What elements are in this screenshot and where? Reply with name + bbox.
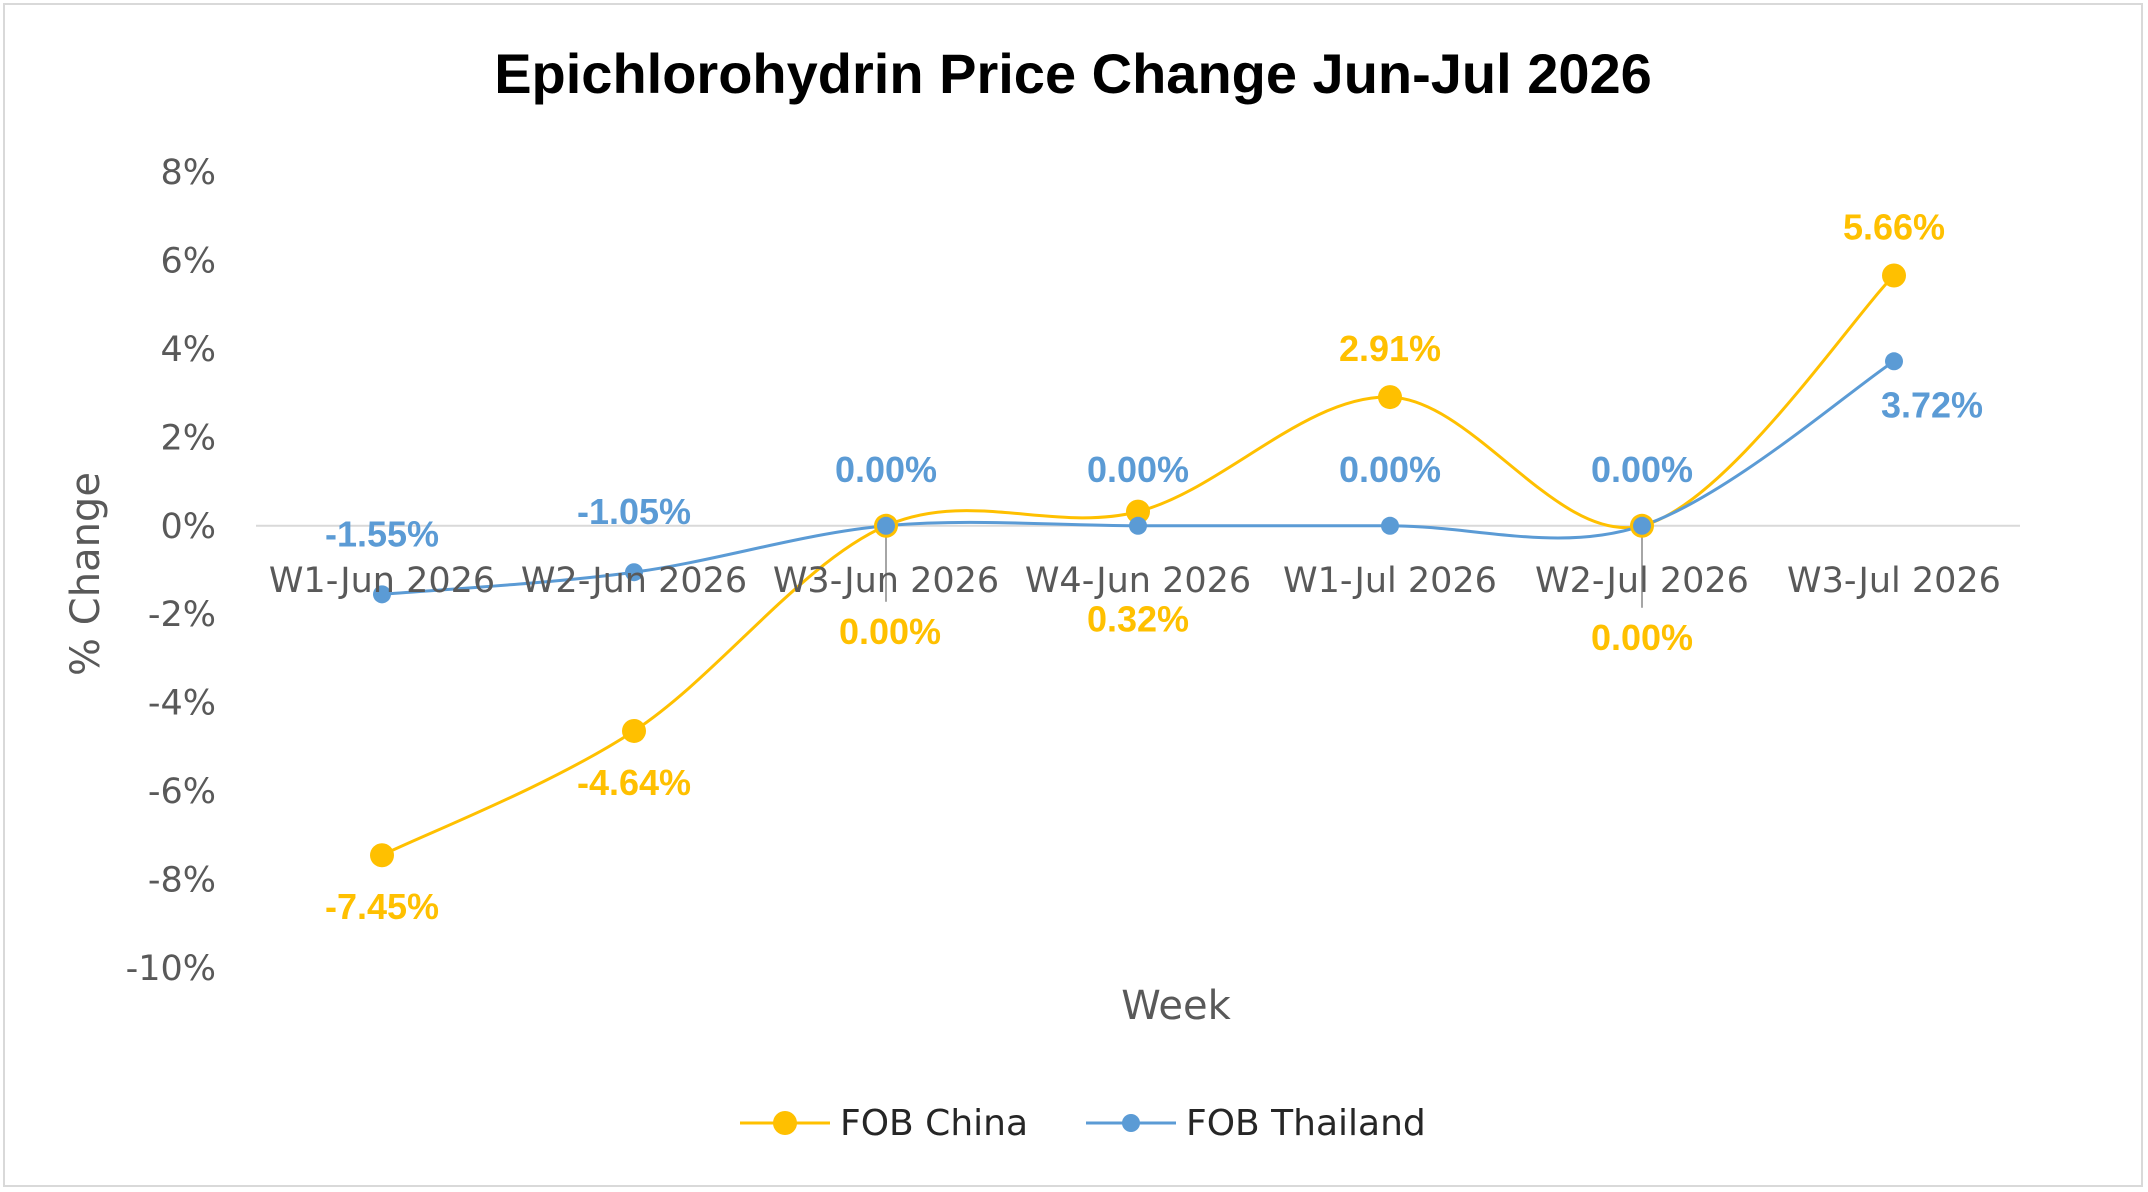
x-axis-ticks: W1-Jun 2026 W2-Jun 2026 W3-Jun 2026 W4-Jun …	[269, 561, 2001, 601]
data-label-thailand: 0.00%	[1087, 449, 1189, 490]
y-tick-label: 2%	[160, 418, 216, 458]
x-tick-label: W4-Jun 2026	[1025, 561, 1251, 601]
y-tick-label: 4%	[160, 330, 216, 370]
x-tick-label: W1-Jul 2026	[1283, 561, 1497, 601]
data-point-thailand	[1885, 352, 1903, 371]
data-label-china: -4.64%	[577, 762, 691, 803]
y-tick-label: 0%	[160, 507, 216, 547]
data-label-thailand: -1.05%	[577, 491, 691, 532]
data-label-china: 0.32%	[1087, 599, 1189, 640]
data-label-china: 2.91%	[1339, 328, 1441, 369]
x-tick-label: W3-Jun 2026	[773, 561, 999, 601]
y-tick-label: -8%	[148, 861, 216, 901]
data-label-china: 5.66%	[1843, 206, 1945, 247]
data-label-thailand: 0.00%	[1591, 449, 1693, 490]
data-label-thailand: -1.55%	[325, 513, 439, 554]
y-tick-label: 6%	[160, 241, 216, 281]
x-tick-label: W1-Jun 2026	[269, 561, 495, 601]
data-point-thailand	[877, 516, 895, 535]
data-point-thailand	[625, 563, 643, 582]
x-tick-label: W3-Jul 2026	[1787, 561, 2001, 601]
y-tick-label: -6%	[148, 772, 216, 812]
data-point-china	[370, 843, 394, 868]
y-tick-label: -4%	[148, 684, 216, 724]
data-point-china	[1126, 499, 1150, 524]
data-point-china	[1378, 385, 1402, 410]
data-point-china	[1882, 263, 1906, 288]
x-tick-label: W2-Jul 2026	[1535, 561, 1749, 601]
y-tick-label: -10%	[126, 949, 216, 989]
legend-label-china: FOB China	[840, 1103, 1028, 1144]
data-label-china: -7.45%	[325, 886, 439, 927]
x-axis-title: Week	[1121, 983, 1231, 1029]
data-labels: -7.45% -4.64% 0.00% 0.32% 2.91% 0.00% 5.66% -1.…	[325, 206, 1983, 927]
legend-marker-thailand	[1122, 1114, 1140, 1132]
y-tick-label: 8%	[160, 153, 216, 193]
y-axis-title: % Change	[63, 472, 109, 676]
data-label-china: 0.00%	[1591, 617, 1693, 658]
chart-title: Epichlorohydrin Price Change Jun-Jul 202…	[494, 42, 1652, 105]
x-tick-label: W2-Jun 2026	[521, 561, 747, 601]
data-label-thailand: 0.00%	[835, 449, 937, 490]
data-label-china: 0.00%	[839, 611, 941, 652]
data-point-thailand	[1633, 516, 1651, 535]
chart-frame	[3, 3, 2143, 1187]
series-markers	[370, 263, 1906, 868]
data-label-thailand: 0.00%	[1339, 449, 1441, 490]
data-point-thailand	[373, 585, 391, 604]
y-axis-ticks: 8% 6% 4% 2% 0% -2% -4% -6% -8% -10%	[126, 153, 216, 989]
legend-label-thailand: FOB Thailand	[1186, 1103, 1426, 1144]
legend-marker-china	[773, 1111, 797, 1135]
data-label-thailand: 3.72%	[1881, 384, 1983, 425]
y-tick-label: -2%	[148, 595, 216, 635]
data-point-thailand	[1129, 516, 1147, 535]
leader-lines	[885, 527, 1643, 608]
legend: FOB China FOB Thailand	[740, 1103, 1426, 1144]
data-point-thailand	[1381, 516, 1399, 535]
data-point-china	[622, 718, 646, 743]
